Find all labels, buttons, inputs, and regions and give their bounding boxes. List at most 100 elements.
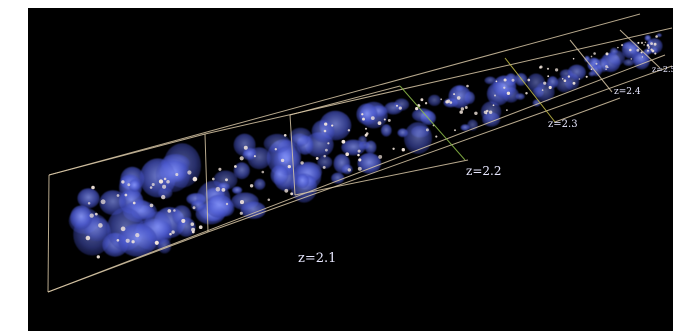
galaxy-point [503, 86, 506, 89]
box-edge [48, 13, 641, 176]
galaxy-point [341, 139, 346, 144]
box-edge [47, 174, 50, 293]
galaxy-point [525, 92, 528, 95]
galaxy-point [377, 121, 382, 125]
galaxy-point [358, 158, 362, 162]
galaxy-point [655, 35, 658, 38]
density-blob [555, 76, 573, 93]
galaxy-point [605, 52, 609, 56]
galaxy-point [617, 46, 619, 49]
density-blob [356, 103, 378, 125]
galaxy-point [191, 227, 196, 232]
galaxy-point [324, 122, 328, 126]
galaxy-point [283, 133, 287, 137]
density-blob [117, 223, 158, 257]
galaxy-point [483, 110, 488, 114]
galaxy-point [595, 62, 598, 65]
galaxy-point [163, 177, 167, 181]
galaxy-point [506, 109, 508, 111]
galaxy-point [239, 156, 244, 161]
galaxy-point [345, 152, 350, 157]
density-blob [380, 124, 392, 137]
galaxy-point [290, 192, 294, 196]
redshift-label-z25: z=2.5 [652, 65, 673, 74]
galaxy-point [464, 106, 468, 109]
galaxy-point [495, 80, 498, 83]
galaxy-point [555, 68, 559, 72]
galaxy-point [654, 52, 657, 55]
redshift-label-z21: z=2.1 [298, 251, 336, 266]
box-edge [204, 133, 209, 233]
galaxy-point [116, 194, 120, 197]
galaxy-point [440, 98, 443, 101]
box-edge [289, 114, 296, 196]
galaxy-point [135, 232, 140, 238]
galaxy-point [98, 223, 103, 228]
galaxy-point [132, 201, 136, 205]
galaxy-point [456, 96, 461, 100]
galaxy-point [357, 153, 360, 157]
galaxy-point [261, 170, 265, 174]
galaxy-point [398, 106, 402, 110]
galaxy-point [190, 222, 195, 226]
density-blob [242, 149, 257, 161]
galaxy-point [218, 167, 222, 171]
density-blob [270, 164, 289, 186]
galaxy-point [578, 78, 581, 80]
box-edge [554, 97, 621, 123]
galaxy-point [454, 129, 456, 132]
density-blob [232, 186, 243, 194]
density-blob [217, 182, 230, 191]
galaxy-point [287, 164, 291, 169]
survey-volume-boxes [47, 13, 673, 293]
galaxy-point [636, 48, 640, 52]
galaxy-point [590, 55, 593, 58]
box-edge [289, 85, 401, 116]
density-blob [331, 172, 345, 184]
galaxy-point [124, 193, 128, 197]
galaxy-point [225, 202, 229, 206]
galaxy-point [449, 101, 453, 104]
galaxy-point [347, 168, 351, 172]
galaxy-point [506, 91, 511, 96]
galaxy-point [641, 56, 644, 58]
galaxy-point [151, 182, 155, 187]
galaxy-point [239, 211, 243, 215]
box-edge [619, 29, 661, 69]
density-blob [644, 35, 651, 42]
density-blob [656, 33, 662, 38]
density-blob [610, 47, 618, 56]
density-blob [311, 120, 335, 143]
density-blob [317, 155, 333, 169]
galaxy-point [415, 106, 419, 111]
density-blob [623, 59, 635, 67]
galaxy-point [323, 129, 327, 133]
galaxy-point [324, 148, 328, 152]
galaxy-point [572, 57, 575, 60]
galaxy-point [395, 104, 399, 107]
galaxy-point [653, 42, 657, 46]
galaxy-point [640, 51, 643, 54]
galaxy-point [362, 117, 365, 121]
galaxy-point [541, 89, 544, 91]
galaxy-point [605, 65, 608, 68]
galaxy-point [169, 232, 172, 236]
galaxy-point [605, 68, 607, 70]
galaxy-point [650, 42, 653, 45]
galaxy-point [161, 194, 166, 200]
galaxy-point [331, 124, 334, 127]
density-blob [240, 201, 266, 219]
galaxy-point [629, 48, 632, 52]
galaxy-point [453, 93, 456, 96]
galaxy-point [387, 118, 391, 122]
galaxy-point [424, 102, 428, 105]
galaxy-point [87, 201, 91, 205]
galaxy-point [460, 107, 465, 111]
density-blob [357, 153, 382, 174]
galaxy-point [300, 161, 304, 165]
galaxy-point [647, 47, 650, 49]
galaxy-point [280, 158, 285, 163]
galaxy-point [644, 41, 647, 44]
